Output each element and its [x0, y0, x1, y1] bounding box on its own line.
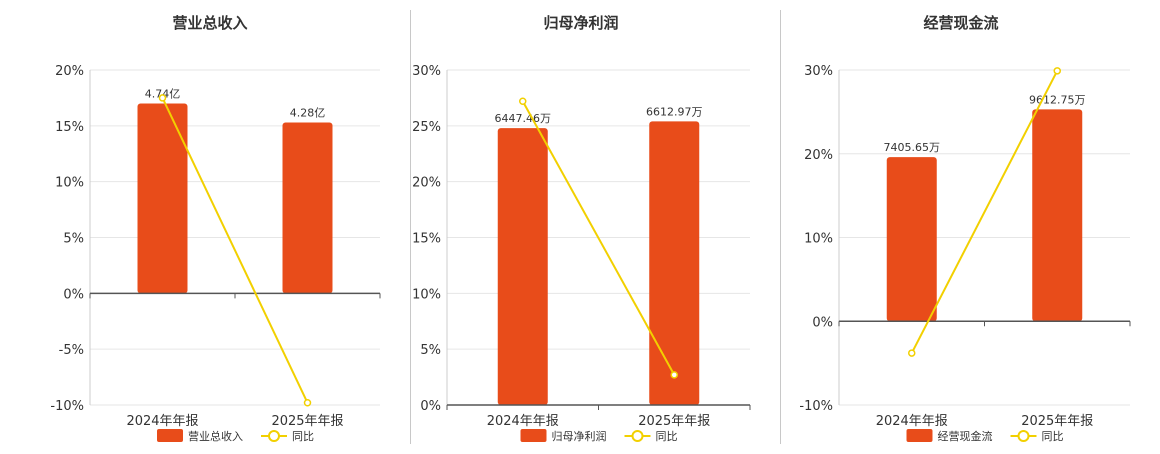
- bar: [1032, 109, 1083, 322]
- y-tick-label: 5%: [63, 232, 84, 247]
- legend-line-marker: [268, 430, 280, 442]
- bar-data-label: 6447.46万: [495, 112, 552, 125]
- chart-panel-revenue: 营业总收入 20% 15% 10% 5% 0% -5% -10% 4.74亿 4.28亿 2024年…: [0, 0, 410, 450]
- yoy-point: [908, 349, 916, 357]
- yoy-point: [303, 399, 312, 407]
- panel-divider: [780, 10, 781, 444]
- y-tick-label: 10%: [412, 287, 441, 302]
- y-tick-label: 0%: [63, 287, 84, 302]
- legend-line-marker: [631, 430, 644, 442]
- legend-bar-label: 营业总收入: [188, 429, 243, 443]
- legend-bar-label: 归母净利润: [552, 429, 607, 443]
- y-tick-label: -10%: [799, 399, 833, 414]
- yoy-line: [910, 70, 1059, 354]
- y-tick-label: 0%: [420, 399, 441, 414]
- cash-flow-chart: 经营现金流 30% 20% 10% 0% -10% 7405.65万 9612.75万 2024…: [799, 14, 1131, 443]
- chart-title: 营业总收入: [172, 14, 247, 32]
- x-tick-label: 2025年年报: [271, 414, 343, 429]
- bar-data-label: 4.74亿: [145, 88, 181, 101]
- yoy-point: [158, 94, 167, 102]
- bar-data-label: 9612.75万: [1029, 93, 1086, 106]
- bar-data-label: 6612.97万: [646, 105, 703, 118]
- yoy-line: [161, 97, 309, 404]
- x-tick-label: 2024年年报: [126, 414, 198, 429]
- bar: [497, 128, 548, 406]
- bar: [649, 121, 700, 405]
- y-tick-label: 15%: [412, 232, 441, 247]
- y-tick-label: 25%: [412, 120, 441, 135]
- chart-panel-cash-flow: 经营现金流 30% 20% 10% 0% -10% 7405.65万 9612.75万 2024…: [781, 0, 1160, 450]
- y-tick-label: 15%: [55, 120, 84, 135]
- legend-bar-label: 经营现金流: [938, 429, 993, 443]
- yoy-point: [1053, 67, 1061, 75]
- bar-data-label: 4.28亿: [290, 106, 326, 119]
- legend-line-marker: [1017, 430, 1030, 442]
- y-tick-label: 30%: [804, 64, 833, 79]
- legend-line-label: 同比: [292, 430, 314, 443]
- yoy-point: [519, 97, 527, 106]
- y-tick-label: 10%: [804, 232, 833, 247]
- x-tick-label: 2024年年报: [876, 414, 948, 429]
- legend-line-label: 同比: [1042, 430, 1064, 443]
- chart-title: 经营现金流: [923, 14, 998, 32]
- bar-data-label: 7405.65万: [884, 141, 941, 154]
- yoy-point: [670, 371, 678, 379]
- y-tick-label: 5%: [420, 343, 441, 358]
- legend-bar-swatch: [520, 429, 547, 442]
- y-tick-label: 20%: [55, 64, 84, 79]
- y-tick-label: 20%: [412, 176, 441, 191]
- bar: [137, 103, 188, 294]
- panel-divider: [410, 10, 411, 444]
- chart-title: 归母净利润: [543, 14, 618, 32]
- chart-panel-net-profit: 归母净利润 30% 25% 20% 15% 10% 5% 0% 6447.46万 6612.97万…: [411, 0, 780, 450]
- legend-bar-swatch: [157, 429, 183, 442]
- x-tick-label: 2024年年报: [487, 414, 559, 429]
- y-tick-label: 0%: [812, 315, 833, 330]
- y-tick-label: 10%: [55, 176, 84, 191]
- x-tick-label: 2025年年报: [638, 414, 710, 429]
- revenue-chart: 营业总收入 20% 15% 10% 5% 0% -5% -10% 4.74亿 4.28亿 2024年…: [50, 14, 381, 443]
- net-profit-chart: 归母净利润 30% 25% 20% 15% 10% 5% 0% 6447.46万 6612.97万…: [412, 14, 751, 443]
- y-tick-label: 20%: [804, 148, 833, 163]
- y-tick-label: 30%: [412, 64, 441, 79]
- x-tick-label: 2025年年报: [1021, 414, 1093, 429]
- y-tick-label: -5%: [59, 343, 84, 358]
- y-tick-label: -10%: [50, 399, 84, 414]
- legend-line-label: 同比: [656, 430, 678, 443]
- legend-bar-swatch: [906, 429, 933, 442]
- bar: [282, 122, 333, 294]
- bar: [886, 157, 937, 322]
- yoy-line: [521, 100, 676, 376]
